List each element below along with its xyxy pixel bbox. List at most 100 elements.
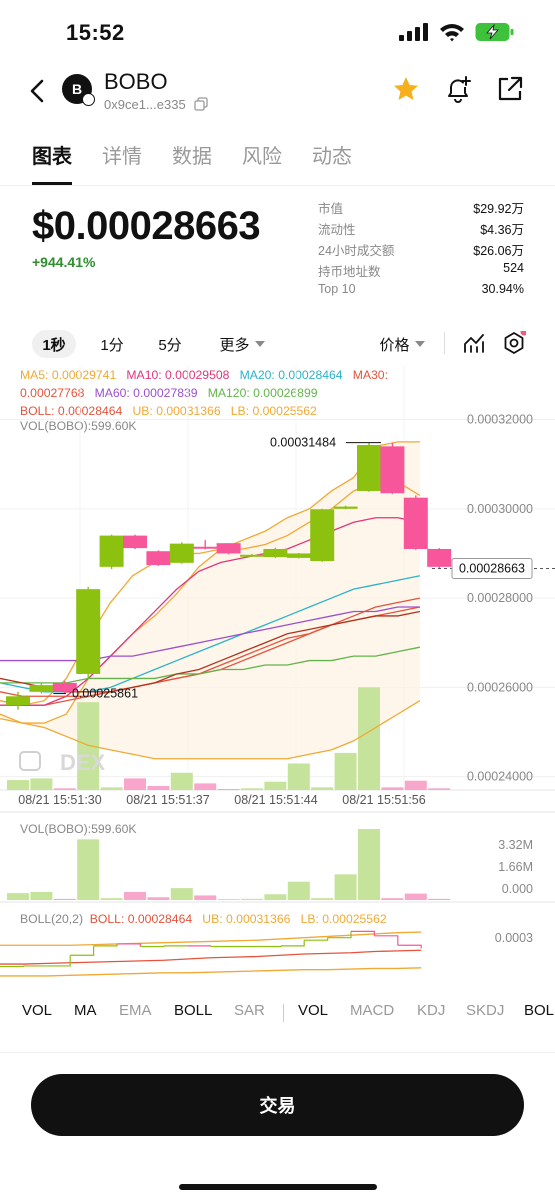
sub-volume-bar [147,897,170,900]
sub-volume-bar [77,839,100,900]
boll-legend: BOLL: 0.00028464 UB: 0.00031366 LB: 0.00… [20,404,317,418]
dex-watermark-icon [19,751,41,771]
candle-body [286,553,311,558]
stat-value: $26.06万 [473,244,524,258]
indicator-bar: VOL MA EMA BOLL SAR VOL MACD KDJ SKDJ BO… [0,1000,555,1026]
tab-chart[interactable]: 图表 [32,140,72,186]
sub-volume-bar [53,898,76,900]
boll-panel-ub: UB: 0.00031366 [202,912,291,926]
vol-legend: VOL(BOBO):599.60K [20,419,137,433]
x-tick-label: 08/21 15:51:30 [18,793,101,807]
tab-data[interactable]: 数据 [172,146,212,168]
volume-bar [194,783,217,790]
tab-details[interactable]: 详情 [102,146,142,168]
boll-panel-price-step [327,931,352,939]
add-alert-icon[interactable] [443,74,473,104]
candle-body [29,685,54,692]
stat-row: Top 10 30.94% [318,282,524,303]
sub-volume-bar [381,898,404,900]
legend-ma30-label: MA30: [352,368,388,382]
ind-main-ma[interactable]: MA [74,1002,97,1019]
sub-volume-bar [30,891,53,900]
ind-main-ema[interactable]: EMA [119,1002,152,1019]
boll-panel-price-step [374,935,399,946]
candle-body [240,554,264,557]
stat-value: 524 [503,261,524,275]
x-tick-label: 08/21 15:51:56 [342,793,425,807]
boll-panel-legend: BOLL(20,2) BOLL: 0.00028464 UB: 0.000313… [20,912,387,926]
lb-line [0,700,421,760]
signal-icon [399,23,428,41]
ind-sub-skdj[interactable]: SKDJ [466,1002,505,1019]
settings-icon[interactable] [502,331,526,355]
sub-volume-bar [428,898,451,900]
volume-bar [358,687,380,790]
ind-main-boll[interactable]: BOLL [174,1002,213,1019]
period-selector: 1秒 1分 5分 更多 价格 [0,326,555,362]
copy-icon[interactable] [194,97,208,111]
status-bar: 15:52 [0,0,555,66]
token-stats: 市值 $29.92万 流动性 $4.36万 24小时成交额 $26.06万 持币地址数… [318,198,524,303]
share-icon[interactable] [495,74,525,104]
period-more-label: 更多 [219,336,250,354]
volume-bar [428,788,451,790]
star-icon[interactable] [391,74,421,104]
boll-panel-price-step [257,945,282,948]
period-1m[interactable]: 1分 [100,336,124,354]
tab-activity[interactable]: 动态 [312,146,352,168]
candle-body [380,446,405,494]
ind-main-vol[interactable]: VOL [22,1002,53,1019]
sub-volume-bar [241,898,263,900]
legend-ma120: MA120: 0.00026899 [207,386,318,400]
ind-main-sar[interactable]: SAR [234,1002,265,1019]
price-mode-select[interactable]: 价格 [376,330,428,358]
token-avatar-letter: B [71,81,83,97]
boll-panel-price-step [0,965,24,968]
current-price-tag [451,557,533,579]
low-price-label: 0.00025861 [72,687,138,701]
stat-label: 市值 [318,202,344,216]
sub-volume-bar [404,893,427,900]
ma-legend-row1: MA5: 0.00029741 MA10: 0.00029508 MA20: 0… [20,368,388,382]
period-1s[interactable]: 1秒 [32,330,76,358]
volume-bar [53,788,76,790]
volume-bar [404,780,427,790]
back-icon[interactable] [24,76,50,106]
y-tick-label: 0.00024000 [467,770,533,784]
legend-boll: BOLL: 0.00028464 [20,404,123,418]
period-5m[interactable]: 5分 [158,336,182,354]
volume-bar [170,772,193,790]
boll-panel-ub-line [0,931,422,946]
volume-bar [334,752,357,790]
stat-row: 持币地址数 524 [318,261,524,282]
candle-body [169,543,194,563]
sub-volume-bar [170,888,193,900]
token-header: B BOBO 0x9ce1...e335 [0,66,555,116]
ind-sub-vol[interactable]: VOL [298,1002,329,1019]
tabs-divider [0,185,555,186]
legend-ma60: MA60: 0.00027839 [94,386,198,400]
sub-volume-bar [264,894,287,900]
y-tick-label: 0.00026000 [467,680,533,694]
sub-volume-bar [311,898,334,900]
battery-charging-icon [475,23,514,41]
period-more[interactable]: 更多 [216,330,268,358]
ind-sub-boll[interactable]: BOLL [524,1002,555,1019]
ind-sub-macd[interactable]: MACD [350,1002,395,1019]
trade-button[interactable]: 交易 [31,1074,524,1136]
status-time: 15:52 [66,20,125,45]
tab-risk[interactable]: 风险 [242,146,282,168]
ind-sub-kdj[interactable]: KDJ [417,1002,446,1019]
boll-panel-price-step [93,943,118,947]
price-chart[interactable]: 0.00032000 0.00030000 0.00028000 0.00026000… [0,366,555,986]
chain-badge-icon [82,93,95,106]
detail-tabs: 图表 详情 数据 风险 动态 [32,140,352,186]
x-tick-label: 08/21 15:51:44 [234,793,317,807]
ma-legend-row2: 0.00027768 MA60: 0.00027839 MA120: 0.000… [20,386,318,400]
indicator-icon[interactable] [463,332,485,354]
ma10-line [0,517,421,706]
volume-bar [147,786,170,790]
boll-panel-price-step [140,945,165,948]
status-icons [399,22,515,42]
volume-bar [217,789,240,790]
